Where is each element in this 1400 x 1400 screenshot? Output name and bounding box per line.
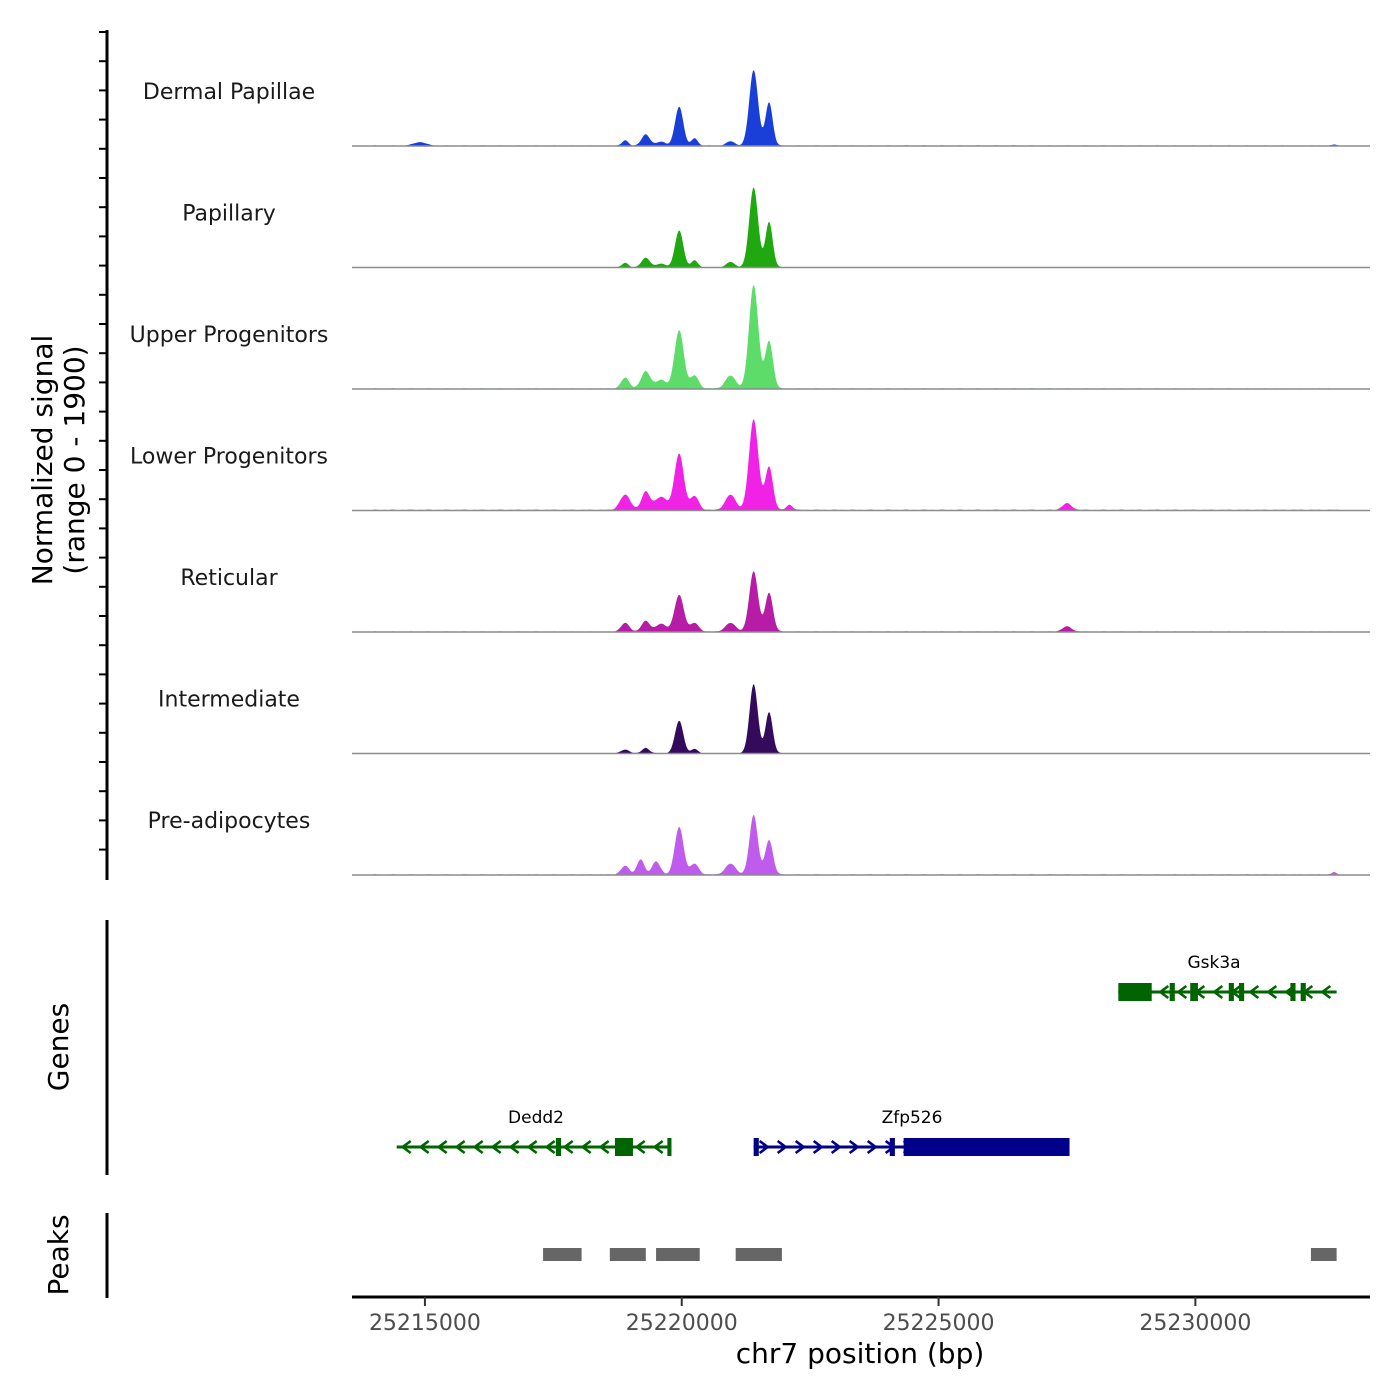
gene-label: Dedd2 bbox=[508, 1108, 564, 1128]
track-dermal-papillae: Dermal Papillae bbox=[143, 70, 1370, 147]
x-tick-label: 25220000 bbox=[626, 1311, 738, 1336]
strand-arrow bbox=[580, 1139, 592, 1155]
x-ticks: 25215000 25220000 25225000 25230000 bbox=[369, 1297, 1251, 1336]
x-tick-label: 25230000 bbox=[1139, 1311, 1251, 1336]
exon bbox=[1118, 983, 1152, 1001]
y-axis-title-line2: (range 0 - 1900) bbox=[58, 345, 91, 574]
strand-arrow bbox=[508, 1139, 520, 1155]
coverage-area bbox=[352, 571, 1370, 632]
gene-gsk3a: Gsk3a bbox=[1118, 953, 1337, 1001]
strand-arrow bbox=[1266, 984, 1278, 1000]
x-tick-label: 25215000 bbox=[369, 1311, 481, 1336]
peak-region bbox=[656, 1248, 700, 1261]
strand-arrow bbox=[812, 1139, 824, 1155]
exon bbox=[555, 1138, 562, 1156]
strand-arrow bbox=[544, 1139, 556, 1155]
track-intermediate: Intermediate bbox=[158, 684, 1370, 755]
track-label: Reticular bbox=[180, 566, 278, 591]
track-pre-adipocytes: Pre-adipocytes bbox=[148, 809, 1370, 876]
strand-arrow bbox=[794, 1139, 806, 1155]
track-label: Dermal Papillae bbox=[143, 80, 315, 105]
coverage-area bbox=[352, 187, 1370, 268]
peak-region bbox=[609, 1248, 646, 1261]
exon bbox=[1239, 983, 1245, 1001]
peak-region bbox=[735, 1248, 782, 1261]
peak-regions bbox=[543, 1248, 1337, 1261]
track-label: Intermediate bbox=[158, 688, 300, 713]
peaks-axis-title: Peaks bbox=[42, 1214, 75, 1295]
strand-arrow bbox=[598, 1139, 610, 1155]
peaks-panel: Peaks bbox=[42, 1213, 1337, 1298]
coverage-area bbox=[352, 815, 1370, 875]
exon bbox=[667, 1138, 672, 1156]
y-axis-title-line1: Normalized signal bbox=[26, 335, 59, 586]
x-axis: 25215000 25220000 25225000 25230000 chr7 po… bbox=[352, 1295, 1370, 1370]
peak-region bbox=[1310, 1248, 1337, 1261]
genes-axis-title: Genes bbox=[42, 1003, 75, 1091]
exon bbox=[889, 1138, 895, 1156]
strand-arrow bbox=[1158, 984, 1170, 1000]
strand-arrow bbox=[418, 1139, 430, 1155]
strand-arrow bbox=[1212, 984, 1224, 1000]
track-papillary: Papillary bbox=[182, 187, 1370, 269]
track-label: Lower Progenitors bbox=[130, 445, 328, 470]
track-upper-progenitors: Upper Progenitors bbox=[130, 285, 1370, 390]
gene-dedd2: Dedd2 bbox=[396, 1108, 672, 1156]
strand-arrow bbox=[490, 1139, 502, 1155]
strand-arrow bbox=[1248, 984, 1260, 1000]
strand-arrow bbox=[866, 1139, 878, 1155]
x-tick-label: 25225000 bbox=[883, 1311, 995, 1336]
exon bbox=[1190, 983, 1198, 1001]
coverage-tracks: Dermal Papillae Papillary Upper Progenitor… bbox=[130, 70, 1370, 876]
strand-arrow bbox=[848, 1139, 860, 1155]
exon bbox=[753, 1138, 759, 1156]
coverage-y-ticks bbox=[99, 31, 107, 851]
strand-arrow bbox=[436, 1139, 448, 1155]
strand-arrow bbox=[634, 1139, 646, 1155]
strand-arrow bbox=[562, 1139, 574, 1155]
strand-arrow bbox=[472, 1139, 484, 1155]
exon bbox=[1300, 983, 1306, 1001]
exon bbox=[903, 1138, 1070, 1156]
exon bbox=[614, 1138, 633, 1156]
strand-arrow bbox=[830, 1139, 842, 1155]
strand-arrow bbox=[400, 1139, 412, 1155]
strand-arrow bbox=[526, 1139, 538, 1155]
strand-arrow bbox=[454, 1139, 466, 1155]
track-label: Upper Progenitors bbox=[130, 323, 329, 348]
exon bbox=[1290, 983, 1296, 1001]
exon bbox=[1169, 983, 1175, 1001]
strand-arrow bbox=[776, 1139, 788, 1155]
coverage-area bbox=[352, 70, 1370, 146]
exon bbox=[1228, 983, 1234, 1001]
strand-arrow bbox=[1176, 984, 1188, 1000]
genes-panel: Genes Dedd2 Zfp526 Gsk3a bbox=[42, 920, 1337, 1175]
strand-arrow bbox=[1320, 984, 1332, 1000]
gene-zfp526: Zfp526 bbox=[753, 1108, 1070, 1156]
track-label: Pre-adipocytes bbox=[148, 809, 311, 834]
gene-label: Gsk3a bbox=[1187, 953, 1240, 973]
coverage-area bbox=[352, 285, 1370, 389]
coverage-area bbox=[352, 684, 1370, 754]
track-label: Papillary bbox=[182, 202, 276, 227]
track-reticular: Reticular bbox=[180, 566, 1370, 633]
gene-models: Dedd2 Zfp526 Gsk3a bbox=[396, 953, 1337, 1156]
track-lower-progenitors: Lower Progenitors bbox=[130, 419, 1370, 512]
coverage-area bbox=[352, 419, 1370, 511]
strand-arrow bbox=[652, 1139, 664, 1155]
peak-region bbox=[543, 1248, 582, 1261]
x-axis-title: chr7 position (bp) bbox=[736, 1337, 985, 1370]
coverage-panel: Normalized signal (range 0 - 1900) Derma… bbox=[26, 30, 1370, 880]
gene-label: Zfp526 bbox=[882, 1108, 943, 1128]
strand-arrow bbox=[758, 1139, 770, 1155]
